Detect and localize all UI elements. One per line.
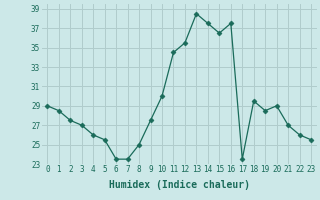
X-axis label: Humidex (Indice chaleur): Humidex (Indice chaleur) bbox=[109, 180, 250, 190]
